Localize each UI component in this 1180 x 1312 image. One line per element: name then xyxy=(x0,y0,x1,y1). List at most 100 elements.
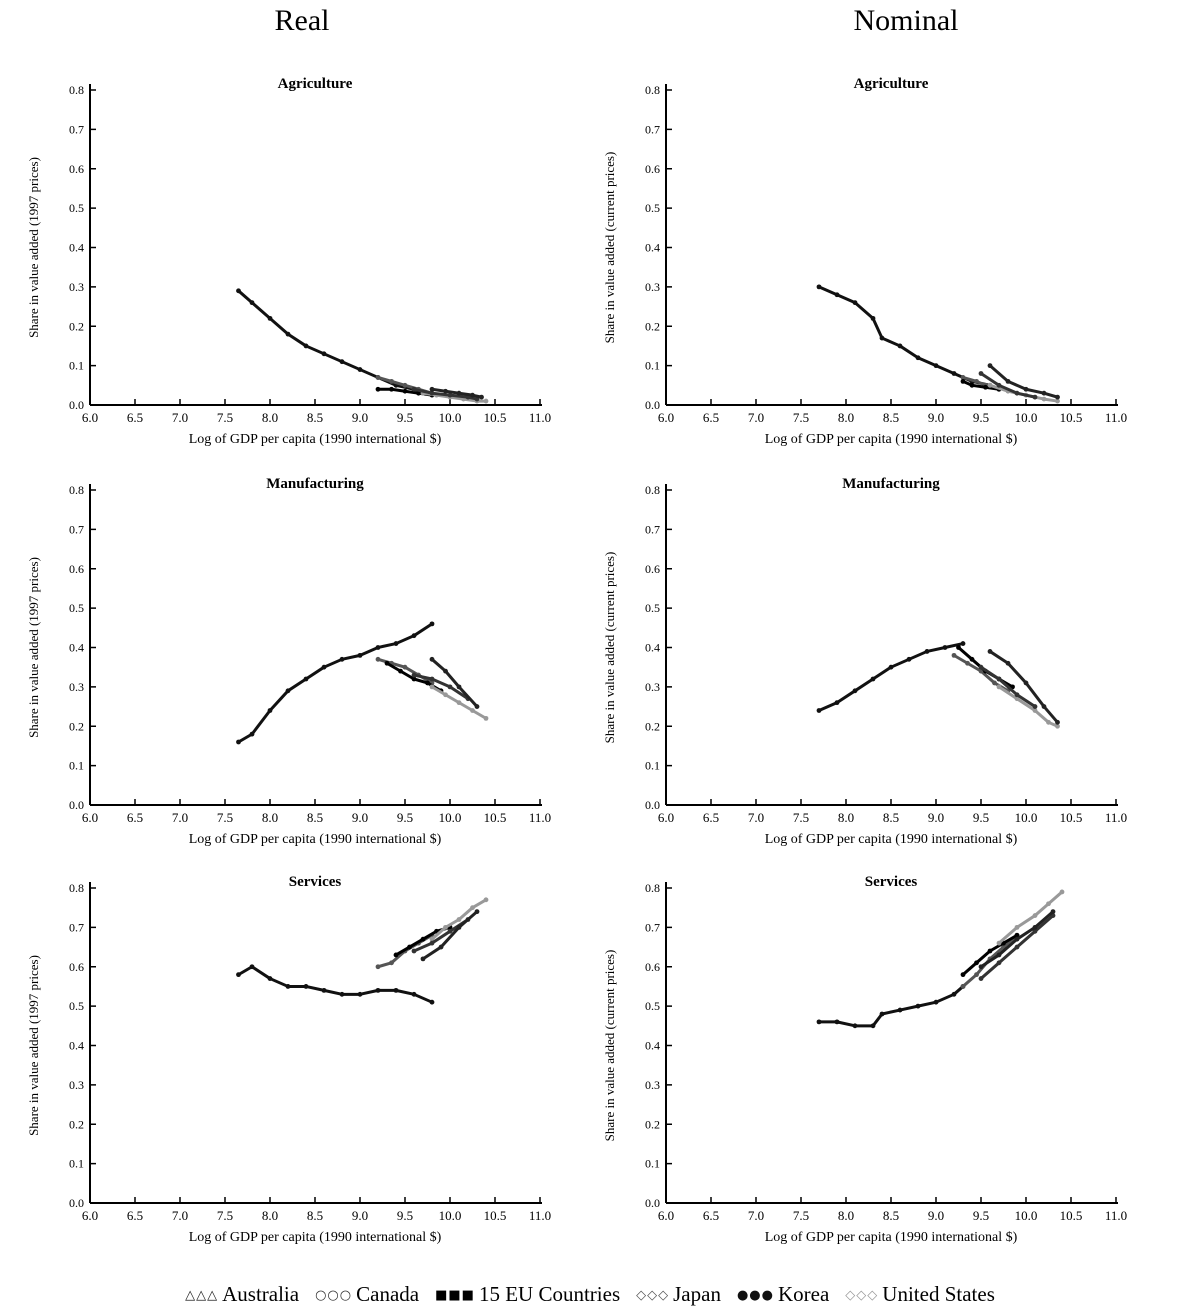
data-point xyxy=(339,359,345,365)
chart-title: Agriculture xyxy=(854,76,929,92)
data-point xyxy=(267,315,273,321)
data-point xyxy=(933,363,939,369)
y-tick-label: 0.2 xyxy=(645,1117,660,1131)
y-tick-label: 0.4 xyxy=(645,241,660,255)
data-point xyxy=(339,991,345,997)
series-line xyxy=(817,984,965,1028)
data-point xyxy=(429,656,435,662)
data-point xyxy=(996,676,1002,682)
data-point xyxy=(470,708,475,713)
legend-item: ●●● Korea xyxy=(737,1282,829,1307)
data-point xyxy=(816,708,822,713)
legend-label: United States xyxy=(882,1282,995,1306)
chart-panel: Agriculture 6.0 6.5 7.0 7.5 8.0 8.5 9.0 9.5 10.0 1… xyxy=(26,76,551,447)
data-point xyxy=(834,1019,840,1025)
data-point xyxy=(978,964,984,970)
x-tick-label: 11.0 xyxy=(529,410,551,425)
data-point xyxy=(236,288,241,294)
legend-marker-icon: ◇◇◇ xyxy=(636,1288,670,1303)
data-point xyxy=(411,991,417,997)
x-tick-label: 10.5 xyxy=(484,410,507,425)
x-tick-label: 10.0 xyxy=(439,1208,462,1223)
chart-panel: Services 6.0 6.5 7.0 7.5 8.0 8.5 9.0 9.5 10.0 10.5… xyxy=(26,874,551,1245)
x-tick-label: 7.0 xyxy=(172,1208,188,1223)
data-point xyxy=(924,649,930,654)
data-point xyxy=(411,633,417,639)
series-line xyxy=(421,910,479,961)
series-line xyxy=(237,622,434,744)
data-point xyxy=(1023,386,1029,392)
data-point xyxy=(389,378,394,384)
series-line xyxy=(817,642,965,712)
data-point xyxy=(429,386,435,392)
data-point xyxy=(375,645,381,650)
data-point xyxy=(992,680,997,686)
chart-panel: Manufacturing 6.0 6.5 7.0 7.5 8.0 8.5 9.0 9.5 10.… xyxy=(26,476,551,847)
y-axis-label: Share in value added (current prices) xyxy=(602,152,617,344)
data-point xyxy=(933,999,939,1005)
y-tick-label: 0.7 xyxy=(645,122,660,136)
y-tick-label: 0.3 xyxy=(69,1078,84,1092)
data-point xyxy=(974,378,979,384)
data-point xyxy=(987,363,993,369)
data-point xyxy=(996,960,1002,966)
y-tick-label: 0.0 xyxy=(645,1196,660,1210)
legend-label: Canada xyxy=(356,1282,420,1306)
series-line xyxy=(237,289,434,395)
data-point xyxy=(389,960,394,966)
chart-title: Services xyxy=(289,874,342,890)
x-tick-label: 11.0 xyxy=(529,810,551,825)
legend-marker-icon: △△△ xyxy=(185,1288,219,1303)
data-point xyxy=(375,375,381,380)
x-tick-label: 6.0 xyxy=(82,410,98,425)
y-tick-label: 0.6 xyxy=(69,960,84,974)
data-point xyxy=(321,664,327,670)
data-point xyxy=(974,960,979,966)
data-point xyxy=(978,664,984,670)
x-tick-label: 9.5 xyxy=(973,1208,989,1223)
data-point xyxy=(483,398,489,404)
data-point xyxy=(1032,708,1038,713)
data-point xyxy=(470,905,475,911)
data-point xyxy=(951,991,957,997)
x-tick-label: 10.0 xyxy=(1015,810,1038,825)
x-tick-label: 8.0 xyxy=(838,410,854,425)
y-tick-label: 0.5 xyxy=(645,201,660,215)
data-point xyxy=(339,656,345,662)
x-tick-label: 9.0 xyxy=(352,810,368,825)
x-tick-label: 8.0 xyxy=(838,810,854,825)
x-tick-label: 6.5 xyxy=(127,410,143,425)
y-tick-label: 0.6 xyxy=(69,162,84,176)
x-tick-label: 7.5 xyxy=(217,1208,233,1223)
chart-title: Services xyxy=(865,874,918,890)
x-tick-label: 7.5 xyxy=(793,810,809,825)
data-point xyxy=(960,375,966,380)
data-point xyxy=(1041,396,1047,402)
x-tick-label: 8.5 xyxy=(883,410,899,425)
y-tick-label: 0.4 xyxy=(69,241,84,255)
data-point xyxy=(285,984,291,989)
x-tick-label: 9.0 xyxy=(352,410,368,425)
data-point xyxy=(852,1023,858,1029)
column-title-real: Real xyxy=(274,4,330,37)
data-point xyxy=(951,652,957,658)
data-point xyxy=(249,300,255,306)
data-point xyxy=(1032,394,1038,400)
data-point xyxy=(1046,719,1051,725)
data-point xyxy=(443,924,448,930)
series-line xyxy=(957,646,1014,689)
data-point xyxy=(407,944,412,950)
data-point xyxy=(429,936,435,942)
x-tick-label: 7.0 xyxy=(748,410,764,425)
x-tick-label: 6.5 xyxy=(127,1208,143,1223)
data-point xyxy=(1032,924,1038,930)
data-point xyxy=(897,1007,903,1013)
data-point xyxy=(375,386,381,392)
x-tick-label: 6.5 xyxy=(703,410,719,425)
y-tick-label: 0.6 xyxy=(69,562,84,576)
x-tick-label: 7.0 xyxy=(172,810,188,825)
data-point xyxy=(456,684,462,690)
data-point xyxy=(429,621,435,627)
data-point xyxy=(1032,928,1038,934)
data-point xyxy=(393,641,399,646)
